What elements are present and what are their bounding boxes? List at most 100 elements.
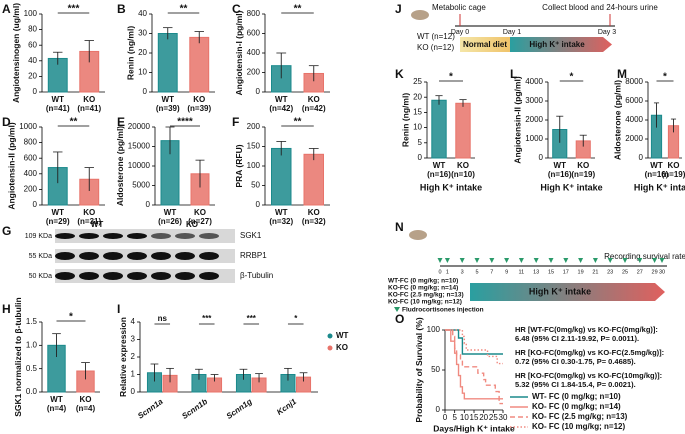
n-label: (n=42): [269, 104, 293, 113]
n-label: (n=27): [188, 217, 212, 226]
panel-letter: C: [232, 2, 241, 16]
n-label: (n=16): [427, 170, 451, 179]
panel-letter: D: [2, 115, 11, 129]
y-tick-label: 0.0: [26, 387, 38, 396]
legend-label: WT: [336, 331, 349, 340]
blot-band: [199, 233, 219, 239]
day-number: 5: [475, 269, 478, 275]
significance: *: [449, 72, 453, 83]
n-label: (n=41): [46, 104, 70, 113]
injection-icon: [592, 258, 598, 263]
n-label: (n=32): [269, 217, 293, 226]
x-tick-label: Scnn1g: [225, 397, 254, 421]
significance: **: [70, 117, 78, 128]
x-tick-label: WT: [275, 208, 288, 217]
y-tick-label: 0: [256, 87, 261, 96]
y-tick-label: 800: [247, 9, 261, 18]
n-label: (n=42): [302, 104, 326, 113]
y-axis-label: Angiotensin-II (pg/ml): [512, 76, 522, 164]
y-tick-label: 8000: [625, 77, 643, 86]
blot-protein: RRBP1: [240, 251, 267, 260]
blot-band: [175, 233, 195, 239]
n-label: (n=19): [662, 170, 685, 179]
y-tick-label: 5000: [132, 181, 150, 190]
x-tick-label: KO: [668, 161, 680, 170]
x-tick-label: KO: [308, 95, 320, 104]
y-tick-label: 1000: [19, 122, 37, 131]
x-tick-label: Scnn1a: [136, 397, 165, 421]
injection-icon: [518, 258, 524, 263]
n-label: (n=39): [187, 104, 211, 113]
y-axis-label: Relative expression: [118, 317, 128, 397]
panel-letter: B: [117, 2, 126, 16]
y-tick-label: 10000: [128, 161, 151, 170]
injection-icon: [607, 258, 613, 263]
blot-band: [127, 272, 147, 280]
y-tick-label: 4: [131, 317, 136, 326]
x-tick-label: 30: [499, 413, 508, 422]
bar: [157, 33, 178, 93]
x-axis-label: Days/High K⁺ intake: [433, 423, 515, 433]
injection-icon: [394, 307, 400, 312]
significance: *: [663, 72, 667, 83]
n-label: (n=26): [158, 217, 182, 226]
group-label: KO-FC (10 mg/kg; n=12): [388, 299, 462, 306]
y-tick-label: 2000: [525, 115, 543, 124]
y-tick-label: 20: [138, 48, 147, 57]
y-tick-label: 20000: [128, 122, 151, 131]
x-tick-label: WT: [433, 161, 446, 170]
day-number: 23: [607, 269, 613, 275]
y-tick-label: 2000: [625, 134, 643, 143]
bar: [303, 153, 324, 206]
significance: *: [294, 314, 298, 323]
y-tick-label: 0: [418, 153, 423, 162]
injection-icon: [459, 258, 465, 263]
blot-band: [199, 252, 219, 260]
legend-label: KO- FC (10 mg/kg; n=12): [532, 422, 625, 431]
x-tick-label: 25: [489, 413, 498, 422]
x-tick-label: KO: [194, 208, 206, 217]
blot-band: [127, 233, 147, 239]
injection-icon: [437, 258, 443, 263]
x-tick-label: WT: [275, 95, 288, 104]
y-tick-label: 200: [247, 122, 261, 131]
day-label: Day 3: [598, 29, 616, 36]
blot-band: [103, 272, 123, 280]
n-label: (n=10): [451, 170, 475, 179]
x-tick-label: WT: [650, 161, 663, 170]
y-tick-label: 400: [24, 169, 38, 178]
day-number: 21: [592, 269, 598, 275]
blot-band: [127, 252, 147, 260]
phase-box: [460, 37, 510, 52]
y-tick-label: 1: [131, 370, 136, 379]
blot-size: 50 KDa: [29, 273, 52, 280]
significance: *: [69, 312, 73, 323]
x-tick-label: WT: [554, 161, 567, 170]
x-tick-label: Kcnj1: [275, 397, 298, 417]
y-tick-label: 4000: [625, 115, 643, 124]
x-tick-label: 10: [460, 413, 469, 422]
panel-letter: G: [2, 224, 11, 238]
day-number: 15: [548, 269, 554, 275]
blot-band: [103, 252, 123, 260]
n-label: (n=41): [77, 104, 101, 113]
y-tick-label: 150: [247, 142, 261, 151]
injection-icon: [489, 258, 495, 263]
survival-curve: [445, 329, 503, 400]
panel-letter: N: [395, 220, 404, 234]
y-tick-label: 5: [418, 138, 423, 147]
y-tick-label: 60: [28, 40, 37, 49]
blot-band: [151, 233, 171, 239]
day-label: Day 0: [451, 29, 469, 36]
day-number: 9: [505, 269, 508, 275]
x-tick-label: 0: [443, 413, 448, 422]
n-label: (n=19): [571, 170, 595, 179]
y-tick-label: 100: [24, 9, 38, 18]
y-tick-label: 200: [247, 68, 261, 77]
blot-band: [55, 233, 75, 239]
day-number: 3: [461, 269, 464, 275]
y-tick-label: 0: [539, 153, 544, 162]
annotation: 6.48 (95% CI 2.11-19.92, P= 0.0011).: [515, 334, 639, 343]
annotation: HR [KO-FC(0mg/kg) vs KO-FC(2.5mg/kg)]:: [515, 348, 664, 357]
group-label: WT (n=12): [417, 32, 455, 41]
